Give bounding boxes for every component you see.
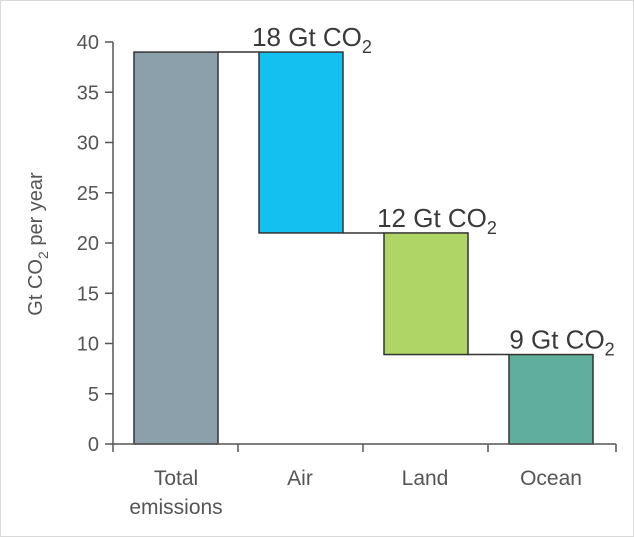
x-tick-label: Air (287, 467, 313, 490)
y-axis-title-text-suffix: per year (25, 172, 47, 251)
data-label-ocean: 9 Gt CO2 (509, 325, 614, 360)
data-label-text: 12 Gt CO (377, 203, 487, 233)
y-axis-title: Gt CO2 per year (25, 172, 51, 316)
axes-group: 0 5 10 15 20 25 30 35 40 Total emissions Air Land Oce… (25, 32, 617, 519)
bar-air (258, 51, 344, 234)
y-tick-label: 40 (77, 32, 99, 54)
data-label-air: 18 Gt CO2 (252, 22, 372, 57)
y-tick-label: 10 (77, 334, 99, 356)
y-axis-title-subscript: 2 (35, 251, 51, 259)
y-axis-title-text: Gt CO (25, 259, 47, 316)
x-tick-label: emissions (129, 496, 222, 519)
x-tick-label: Land (402, 467, 449, 490)
x-tick-label: Ocean (520, 467, 582, 490)
y-tick-label: 15 (77, 283, 99, 305)
bars-group (133, 51, 594, 445)
data-label-text: 9 Gt CO (509, 325, 604, 355)
y-tick-label: 30 (77, 133, 99, 155)
data-label-subscript: 2 (605, 340, 615, 360)
y-tick-label: 0 (88, 434, 99, 456)
bar-land (383, 232, 469, 356)
bar-ocean (508, 353, 594, 445)
data-label-subscript: 2 (362, 37, 372, 57)
data-label-land: 12 Gt CO2 (377, 203, 497, 238)
y-tick-label: 20 (77, 233, 99, 255)
data-label-subscript: 2 (487, 218, 497, 238)
data-label-text: 18 Gt CO (252, 22, 362, 52)
x-tick-label: Total (154, 467, 198, 490)
y-tick-label: 5 (88, 384, 99, 406)
y-tick-label: 35 (77, 82, 99, 104)
connector-lines (218, 51, 509, 356)
y-tick-label: 25 (77, 183, 99, 205)
bar-total-emissions (133, 51, 219, 445)
